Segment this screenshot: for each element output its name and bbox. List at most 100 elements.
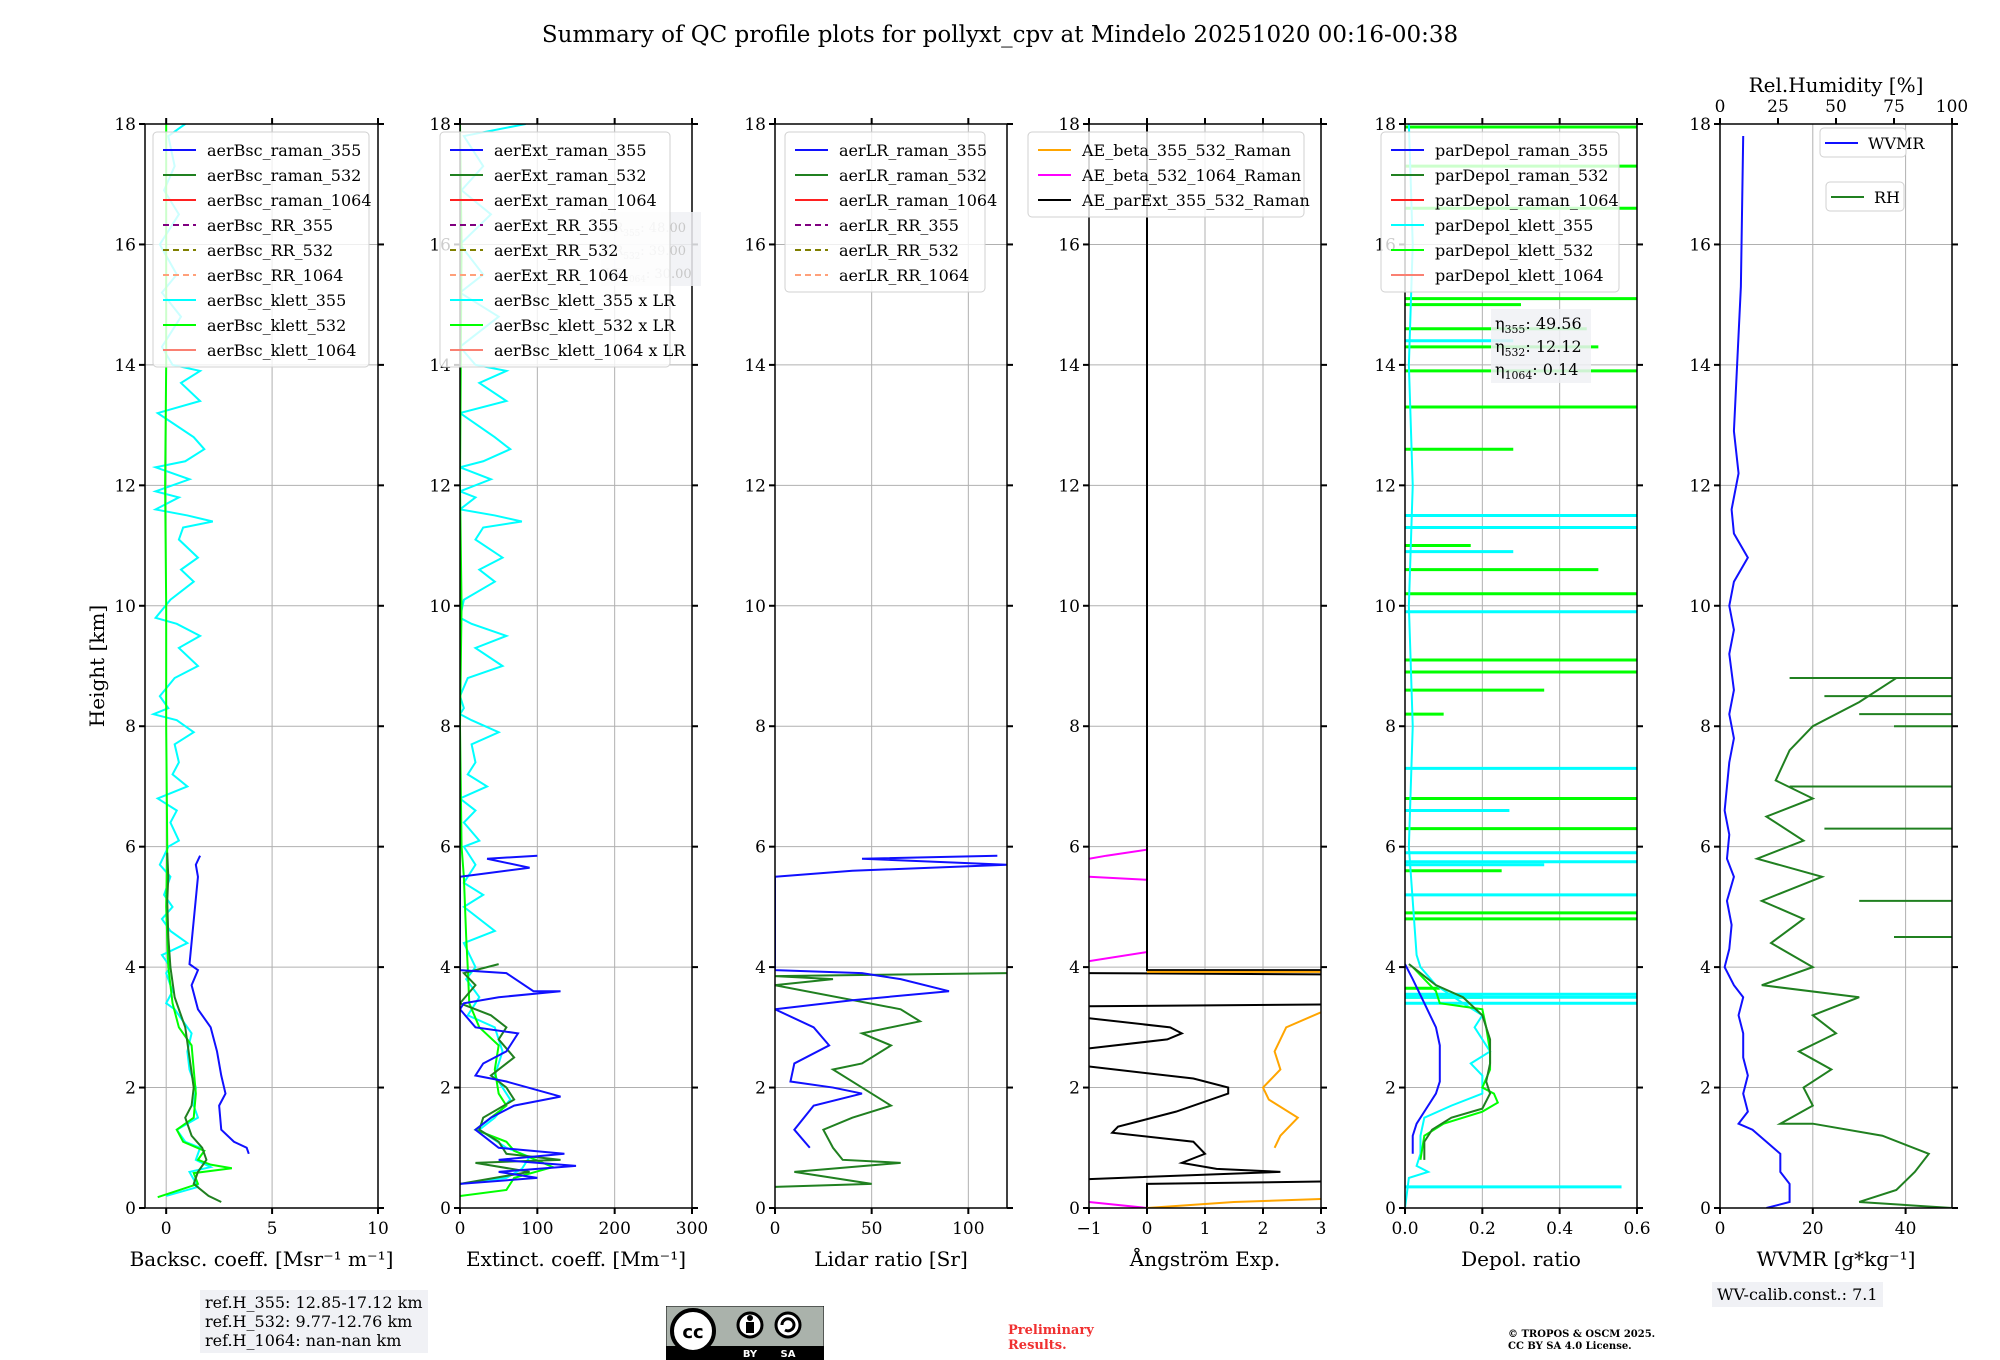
legend-label: aerBsc_klett_1064 <box>207 341 356 360</box>
y-tick-label: 12 <box>744 476 766 496</box>
series-aerLR_raman_355 <box>775 854 1007 1149</box>
legend-item: parDepol_klett_1064 <box>1391 266 1604 285</box>
legend-label: aerLR_raman_532 <box>839 166 987 185</box>
legend-item: aerExt_RR_532 <box>450 241 618 260</box>
wv-calibration-box: WV-calib.const.: 7.1 <box>1712 1282 1883 1307</box>
legend-frame <box>1819 127 1907 158</box>
data-layer <box>460 124 577 1197</box>
legend-label: RH <box>1874 188 1900 207</box>
legend-item: aerExt_RR_355 <box>450 216 618 235</box>
series-AE_beta_355_532_Raman <box>1261 1011 1321 1149</box>
x-tick-label: 0.6 <box>1623 1219 1650 1239</box>
y-tick-label: 12 <box>1374 476 1396 496</box>
series-WVMR <box>1723 136 1791 1208</box>
copyright-note: © TROPOS & OSCM 2025. CC BY SA 4.0 Licen… <box>1508 1329 1655 1353</box>
x-tick-label: 3 <box>1316 1219 1327 1239</box>
y-tick-label: 8 <box>1700 717 1711 737</box>
y-tick-label: 4 <box>1700 958 1711 978</box>
legend-item: aerBsc_RR_1064 <box>163 266 343 285</box>
y-tick-label: 2 <box>440 1079 451 1099</box>
legend-label: parDepol_raman_1064 <box>1435 191 1619 210</box>
legend-item: aerExt_raman_532 <box>450 166 647 185</box>
legend-item: aerBsc_klett_1064 x LR <box>450 341 686 360</box>
legend-frame <box>439 131 671 368</box>
x-axis-label: Ångström Exp. <box>1129 1246 1280 1271</box>
x-tick-label: 0.4 <box>1546 1219 1573 1239</box>
legend-label: aerLR_raman_355 <box>839 141 987 160</box>
x-tick-label: 10 <box>367 1219 389 1239</box>
y-tick-label: 18 <box>114 115 136 135</box>
series-RH <box>1753 677 1952 1208</box>
y-tick-label: 2 <box>125 1079 136 1099</box>
x-tick-label: 0.2 <box>1469 1219 1496 1239</box>
series-AE_beta_532_1064_Raman-segment <box>1089 951 1148 963</box>
legend-item: aerBsc_RR_532 <box>163 241 333 260</box>
legend-item: parDepol_klett_355 <box>1391 216 1593 235</box>
series-aerBsc_raman_355 <box>188 855 250 1155</box>
y-tick-label: 6 <box>440 838 451 858</box>
legend-item: parDepol_klett_532 <box>1391 241 1593 260</box>
legend-frame <box>1825 181 1905 212</box>
legend-item: aerLR_raman_532 <box>795 166 987 185</box>
x-axis-label: Lidar ratio [Sr] <box>814 1247 968 1271</box>
axes-frame <box>459 123 693 1209</box>
x-tick-label: 50 <box>861 1219 883 1239</box>
y-tick-label: 16 <box>1689 235 1711 255</box>
x-tick-label: 300 <box>676 1219 708 1239</box>
legend-label: aerBsc_raman_1064 <box>207 191 372 210</box>
annotation-box <box>1491 309 1591 383</box>
svg-text:cc: cc <box>682 1322 703 1343</box>
legend: AE_beta_355_532_Raman AE_beta_532_1064_Ra… <box>1027 131 1310 218</box>
series-aerLR_raman_532 <box>775 972 1007 1188</box>
panel-extinction: 0100200300024681012141618Extinct. coeff.… <box>429 115 708 1271</box>
data-layer <box>150 124 250 1203</box>
y-tick-label: 18 <box>1058 115 1080 135</box>
x-tick-label: 0 <box>1142 1219 1153 1239</box>
y-tick-label: 8 <box>1385 717 1396 737</box>
annotation-text: η1064: 0.14 <box>1495 360 1578 382</box>
y-tick-label: 14 <box>114 356 136 376</box>
y-tick-label: 6 <box>755 838 766 858</box>
top-x-tick-label: 75 <box>1883 97 1905 117</box>
series-aerBsc_raman_532 <box>166 852 222 1203</box>
legend-label: aerBsc_klett_1064 x LR <box>494 341 686 360</box>
legend-label: aerExt_raman_1064 <box>494 191 657 210</box>
y-tick-label: 0 <box>1385 1199 1396 1219</box>
y-tick-label: 14 <box>1058 356 1080 376</box>
legend-item: AE_parExt_355_532_Raman <box>1038 191 1310 210</box>
legend-item: aerExt_RR_1064 <box>450 266 629 285</box>
y-tick-label: 0 <box>1700 1199 1711 1219</box>
legend-label: aerBsc_klett_532 <box>207 316 346 335</box>
x-tick-label: 200 <box>598 1219 630 1239</box>
x-tick-label: 0 <box>770 1219 781 1239</box>
x-tick-label: 0 <box>455 1219 466 1239</box>
y-tick-label: 10 <box>429 597 451 617</box>
axes-frame <box>774 123 1008 1209</box>
y-tick-label: 4 <box>1069 958 1080 978</box>
y-tick-label: 4 <box>125 958 136 978</box>
legend-label: aerBsc_RR_532 <box>207 241 333 260</box>
y-tick-label: 6 <box>125 838 136 858</box>
series-AE_beta_355_532_Raman-segment <box>1146 1197 1321 1208</box>
top-x-tick-label: 50 <box>1825 97 1847 117</box>
y-tick-label: 14 <box>1374 356 1396 376</box>
y-tick-label: 6 <box>1385 838 1396 858</box>
ref-height-532: ref.H_532: 9.77-12.76 km <box>205 1312 413 1331</box>
legend-item: aerBsc_klett_355 x LR <box>450 291 676 310</box>
legend-label: aerLR_RR_1064 <box>839 266 969 285</box>
legend-label: aerBsc_RR_1064 <box>207 266 343 285</box>
series-AE_beta_532_1064_Raman-segment <box>1089 1200 1148 1208</box>
y-tick-label: 18 <box>429 115 451 135</box>
y-tick-label: 10 <box>1374 597 1396 617</box>
series-AE_beta_532_1064_Raman-segment <box>1089 875 1148 881</box>
legend-item: aerBsc_raman_1064 <box>163 191 372 210</box>
y-tick-label: 18 <box>1689 115 1711 135</box>
legend-wvmr: WVMR <box>1819 127 1925 158</box>
y-tick-label: 18 <box>744 115 766 135</box>
series-parDepol_raman_355 <box>1405 963 1441 1154</box>
y-tick-label: 0 <box>755 1199 766 1219</box>
series-AE_beta_532_1064_Raman <box>1089 848 1148 860</box>
legend-rh: RH <box>1825 181 1905 212</box>
y-tick-label: 10 <box>1689 597 1711 617</box>
y-tick-label: 10 <box>744 597 766 617</box>
